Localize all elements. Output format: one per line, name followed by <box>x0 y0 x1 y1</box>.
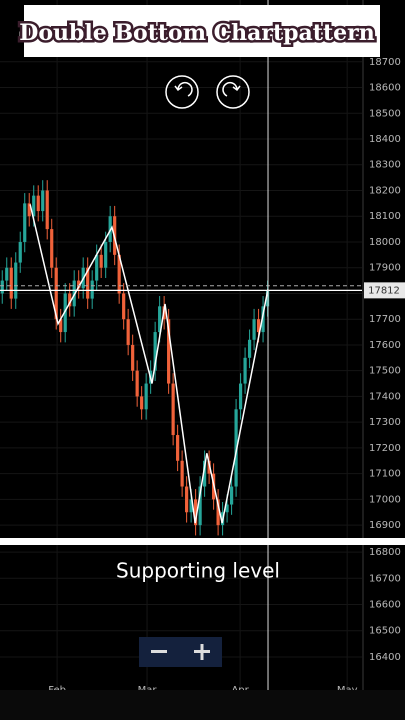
candle-body <box>63 293 67 333</box>
candle-body <box>176 435 180 461</box>
candle-body <box>247 339 252 358</box>
y-tick-label: 17000 <box>369 494 401 505</box>
candle-body <box>153 332 157 371</box>
candle-body <box>144 383 148 410</box>
candle-body <box>261 306 265 333</box>
candle-body <box>126 319 130 345</box>
y-tick-label: 17300 <box>369 417 401 428</box>
candle-body <box>36 195 40 212</box>
candle-body <box>27 203 31 217</box>
y-tick-label: 16700 <box>369 573 401 584</box>
candle-body <box>14 262 18 299</box>
candle-body <box>194 499 198 526</box>
candle-body <box>122 293 126 320</box>
candle-body <box>45 190 49 230</box>
panel-divider <box>0 538 405 545</box>
zoom-in-button[interactable] <box>194 644 210 660</box>
candle-body <box>77 280 81 289</box>
y-tick-label: 18600 <box>369 83 401 94</box>
zoom-out-button[interactable] <box>151 650 167 653</box>
price-label: 17812 <box>368 285 400 296</box>
y-tick-label: 16600 <box>369 600 401 611</box>
candle-body <box>229 486 234 505</box>
candle-body <box>256 319 261 333</box>
y-tick-label: 17500 <box>369 366 401 377</box>
y-tick-label: 17400 <box>369 391 401 402</box>
title: Double Bottom Chartpattern <box>19 20 374 46</box>
candle-body <box>59 319 63 333</box>
candle-body <box>185 486 189 513</box>
pattern-line <box>29 204 269 524</box>
candle-body <box>238 383 243 410</box>
time-axis <box>0 690 405 720</box>
candle-body <box>68 293 72 307</box>
y-tick-label: 18400 <box>369 134 401 145</box>
annotation: Supporting level <box>116 559 280 583</box>
y-tick-label: 17900 <box>369 263 401 274</box>
candle-body <box>189 499 193 513</box>
candle-body <box>50 229 54 268</box>
candle-body <box>99 254 103 268</box>
title-box <box>24 5 380 57</box>
candle-body <box>243 357 247 384</box>
y-tick-label: 18500 <box>369 108 401 119</box>
price-label-box <box>364 282 405 299</box>
candle-body <box>54 267 58 320</box>
candle-body <box>167 319 171 384</box>
candle-body <box>225 504 229 513</box>
candle-body <box>117 254 121 294</box>
symbol: N <box>18 30 28 46</box>
candle-body <box>95 254 99 281</box>
y-tick-label: 18300 <box>369 160 401 171</box>
y-tick-label: 17700 <box>369 314 401 325</box>
y-tick-label: 18700 <box>369 57 401 68</box>
redo-button[interactable] <box>216 75 250 109</box>
candle-body <box>207 460 211 474</box>
y-tick-label: 18200 <box>369 185 401 196</box>
y-tick-label: 18100 <box>369 211 401 222</box>
candle-body <box>0 280 4 294</box>
candle-body <box>171 383 175 436</box>
candle-body <box>216 499 220 526</box>
undo-button[interactable] <box>165 75 199 109</box>
y-tick-label: 16900 <box>369 520 401 531</box>
y-tick-label: 16400 <box>369 652 401 663</box>
candle-body <box>140 396 144 410</box>
y-tick-label: 17200 <box>369 443 401 454</box>
candle-body <box>104 241 108 268</box>
candle-body <box>131 344 135 371</box>
y-tick-label: 18000 <box>369 237 401 248</box>
candle-body <box>5 267 9 281</box>
candle-body <box>90 280 94 299</box>
candle-body <box>198 486 202 526</box>
candle-body <box>41 190 45 212</box>
y-tick-label: 16800 <box>369 547 401 558</box>
candle-body <box>252 319 256 340</box>
candle-body <box>18 241 22 263</box>
y-tick-label: 16500 <box>369 626 401 637</box>
y-tick-label: 17100 <box>369 469 401 480</box>
candle-body <box>180 460 184 487</box>
candle-body <box>9 267 13 299</box>
candle-body <box>158 306 162 333</box>
candle-body <box>86 267 90 299</box>
candle-body <box>135 370 139 397</box>
candle-body <box>23 203 27 242</box>
candle-body <box>32 195 36 217</box>
candle-body <box>203 460 207 487</box>
candle-body <box>234 409 238 487</box>
y-tick-label: 17600 <box>369 340 401 351</box>
